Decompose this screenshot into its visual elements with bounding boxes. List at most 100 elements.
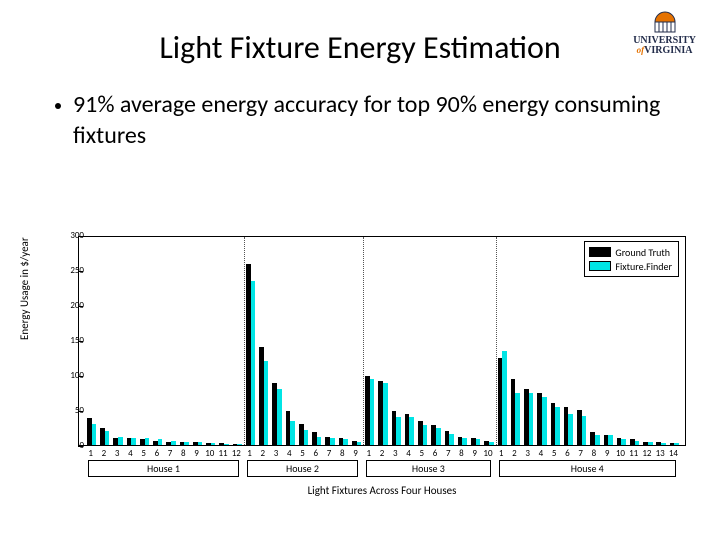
house-separator <box>244 237 245 445</box>
xtick-label: 7 <box>575 448 587 459</box>
bar-fixture-finder <box>648 442 653 446</box>
xtick-label: 1 <box>363 448 375 459</box>
ytick-mark <box>78 446 83 447</box>
bullet-block: 91% average energy accuracy for top 90% … <box>0 67 720 151</box>
chart-xlabel: Light Fixtures Across Four Houses <box>78 484 686 497</box>
bar-fixture-finder <box>251 281 256 446</box>
bar-fixture-finder <box>502 351 507 446</box>
xtick-label: 8 <box>455 448 467 459</box>
xtick-label: 3 <box>111 448 123 459</box>
bar-fixture-finder <box>211 443 216 445</box>
house-label: House 2 <box>247 460 358 477</box>
bar-fixture-finder <box>264 361 269 445</box>
house-separator <box>363 237 364 445</box>
bar-fixture-finder <box>608 435 613 446</box>
bar-fixture-finder <box>529 393 534 446</box>
bar-fixture-finder <box>357 442 362 446</box>
xtick-label: 10 <box>482 448 494 459</box>
xtick-label: 8 <box>588 448 600 459</box>
bar-fixture-finder <box>105 431 110 445</box>
ytick-mark <box>78 271 83 272</box>
legend-swatch <box>589 261 611 271</box>
xtick-label: 8 <box>336 448 348 459</box>
bar-fixture-finder <box>330 438 335 445</box>
xtick-label: 4 <box>124 448 136 459</box>
slide-title: Light Fixture Energy Estimation <box>0 0 720 67</box>
bar-fixture-finder <box>515 393 520 446</box>
xtick-label: 3 <box>522 448 534 459</box>
xtick-label: 11 <box>628 448 640 459</box>
xtick-label: 6 <box>561 448 573 459</box>
xtick-label: 5 <box>297 448 309 459</box>
bar-fixture-finder <box>555 407 560 446</box>
bar-fixture-finder <box>224 444 229 445</box>
xtick-label: 8 <box>177 448 189 459</box>
xtick-label: 2 <box>508 448 520 459</box>
xtick-label: 1 <box>495 448 507 459</box>
bar-fixture-finder <box>343 439 348 445</box>
xtick-label: 6 <box>151 448 163 459</box>
logo-text-bottom: ofVIRGINIA <box>633 46 696 56</box>
xtick-label: 13 <box>654 448 666 459</box>
bar-fixture-finder <box>635 441 640 445</box>
bar-fixture-finder <box>145 438 150 445</box>
xtick-label: 9 <box>601 448 613 459</box>
bar-fixture-finder <box>237 444 242 445</box>
bar-fixture-finder <box>317 437 322 445</box>
bar-fixture-finder <box>396 417 401 445</box>
xtick-label: 9 <box>191 448 203 459</box>
bar-fixture-finder <box>423 425 428 445</box>
xtick-label: 12 <box>641 448 653 459</box>
xtick-label: 9 <box>350 448 362 459</box>
bar-fixture-finder <box>383 383 388 445</box>
title-text: Light Fixture Energy Estimation <box>159 28 560 67</box>
energy-chart: Energy Usage in $/year Ground Truth Fixt… <box>20 230 700 495</box>
xtick-label: 6 <box>310 448 322 459</box>
xtick-label: 2 <box>376 448 388 459</box>
bar-fixture-finder <box>184 442 189 446</box>
xtick-label: 4 <box>535 448 547 459</box>
bar-fixture-finder <box>290 421 295 446</box>
bar-fixture-finder <box>595 435 600 446</box>
bar-fixture-finder <box>449 434 454 445</box>
chart-ylabel: Energy Usage in $/year <box>18 237 31 340</box>
bullet-row: 91% average energy accuracy for top 90% … <box>55 89 665 151</box>
xtick-label: 3 <box>270 448 282 459</box>
bullet-dot-icon <box>55 103 61 109</box>
xtick-label: 12 <box>230 448 242 459</box>
house-label: House 1 <box>88 460 239 477</box>
ytick-mark <box>78 341 83 342</box>
bar-fixture-finder <box>198 442 203 445</box>
ytick-mark <box>78 411 83 412</box>
xtick-label: 5 <box>548 448 560 459</box>
xtick-label: 2 <box>98 448 110 459</box>
bar-fixture-finder <box>131 438 136 445</box>
xtick-label: 9 <box>469 448 481 459</box>
bar-fixture-finder <box>92 424 97 445</box>
house-label: House 3 <box>366 460 490 477</box>
xtick-label: 14 <box>667 448 679 459</box>
xtick-label: 5 <box>138 448 150 459</box>
bar-fixture-finder <box>621 439 626 445</box>
xtick-label: 7 <box>442 448 454 459</box>
bar-fixture-finder <box>462 438 467 445</box>
xtick-label: 7 <box>323 448 335 459</box>
bar-fixture-finder <box>674 443 679 445</box>
xtick-label: 3 <box>389 448 401 459</box>
bar-fixture-finder <box>304 430 309 445</box>
rotunda-icon <box>651 10 679 34</box>
xtick-label: 4 <box>283 448 295 459</box>
bar-fixture-finder <box>277 389 282 445</box>
xtick-label: 10 <box>614 448 626 459</box>
xtick-label: 2 <box>257 448 269 459</box>
bar-fixture-finder <box>582 416 587 445</box>
xtick-label: 1 <box>244 448 256 459</box>
bar-fixture-finder <box>409 417 414 445</box>
bar-fixture-finder <box>542 397 547 445</box>
xtick-label: 10 <box>204 448 216 459</box>
xtick-label: 11 <box>217 448 229 459</box>
legend-swatch <box>589 247 611 257</box>
legend-item-fixture-finder: Fixture.Finder <box>589 259 672 273</box>
bar-fixture-finder <box>370 379 375 446</box>
bullet-text: 91% average energy accuracy for top 90% … <box>73 89 665 151</box>
